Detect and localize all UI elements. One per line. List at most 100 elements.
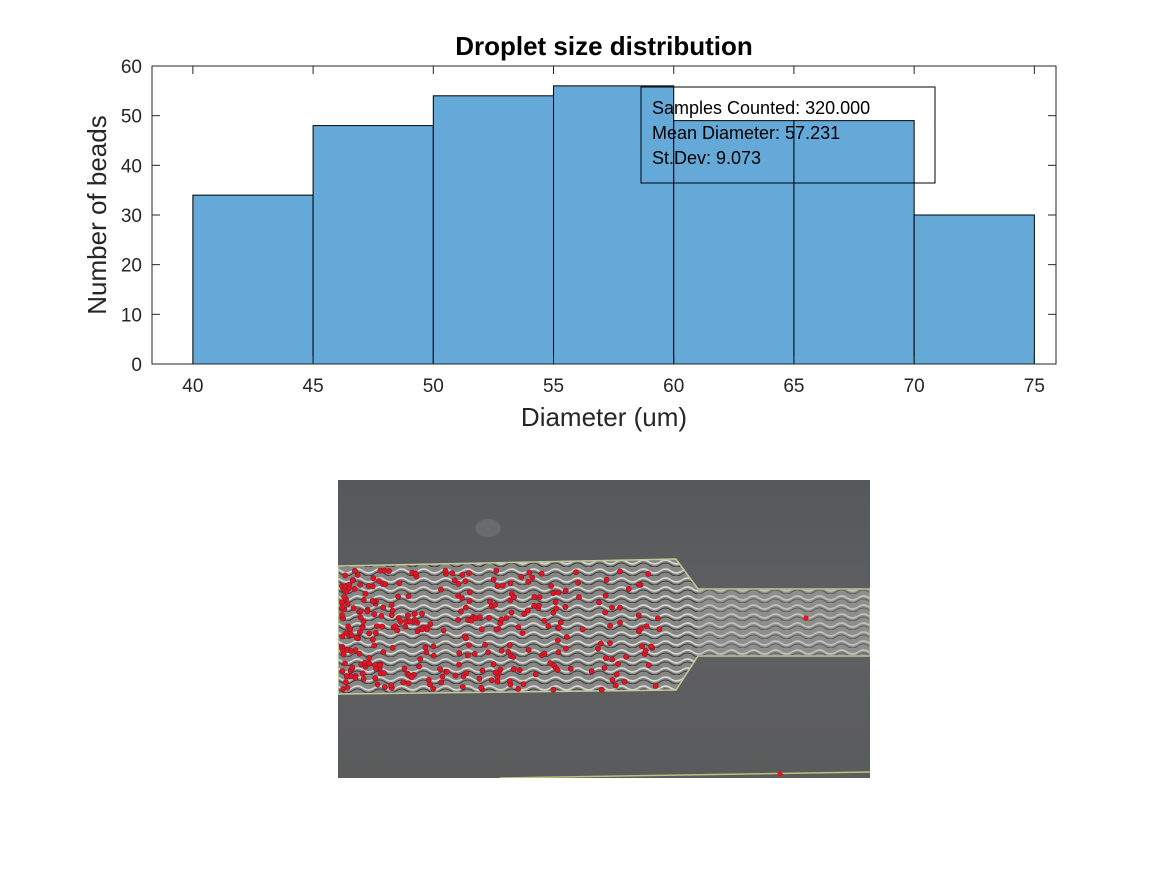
droplet-marker	[460, 673, 467, 680]
droplet-marker	[417, 656, 424, 662]
histogram-bar	[432, 95, 555, 365]
droplet-marker	[612, 682, 619, 689]
droplet-marker	[488, 677, 495, 684]
droplet-marker	[609, 604, 615, 611]
droplet-marker	[405, 593, 412, 600]
droplet-marker	[373, 665, 379, 672]
droplet-marker	[555, 649, 562, 656]
droplet-marker	[492, 602, 498, 608]
droplet-marker	[370, 575, 377, 582]
droplet-marker	[389, 644, 396, 651]
droplet-marker	[621, 678, 628, 685]
droplet-marker	[339, 604, 345, 610]
droplet-marker	[550, 686, 557, 693]
droplet-marker	[576, 594, 582, 601]
droplet-marker	[562, 604, 569, 610]
droplet-marker	[343, 673, 350, 680]
droplet-marker	[423, 649, 430, 656]
droplet-marker	[639, 643, 645, 650]
droplet-marker	[478, 626, 485, 633]
droplet-marker	[516, 667, 523, 673]
droplet-marker	[645, 662, 652, 668]
droplet-marker	[356, 629, 363, 636]
droplet-marker	[401, 665, 408, 672]
histogram-bar	[673, 120, 795, 365]
droplet-marker	[552, 599, 559, 606]
droplet-marker	[777, 771, 783, 777]
droplet-marker	[347, 626, 353, 633]
droplet-marker	[617, 619, 623, 626]
droplet-marker	[357, 608, 364, 615]
droplet-marker	[609, 677, 616, 683]
droplet-marker	[456, 661, 462, 668]
droplet-marker	[617, 604, 623, 611]
droplet-marker	[366, 655, 372, 661]
droplet-marker	[416, 663, 422, 670]
droplet-marker	[529, 574, 536, 581]
droplet-marker	[351, 586, 358, 592]
droplet-marker	[364, 608, 371, 615]
droplet-marker	[356, 650, 363, 657]
droplet-marker	[343, 588, 350, 595]
droplet-marker	[555, 637, 561, 644]
droplet-marker	[438, 586, 444, 593]
droplet-marker	[595, 645, 601, 652]
droplet-marker	[379, 623, 386, 630]
droplet-marker	[471, 651, 478, 657]
droplet-marker	[359, 670, 366, 677]
droplet-marker	[380, 604, 387, 611]
droplet-marker	[636, 628, 642, 635]
droplet-marker	[411, 616, 418, 623]
histogram-chart: Droplet size distribution 40 45 50 55 60 65 70…	[82, 31, 1057, 432]
x-tick-label: 75	[1024, 376, 1045, 397]
droplet-marker	[494, 678, 501, 685]
droplet-marker	[404, 612, 411, 619]
droplet-marker	[598, 686, 605, 693]
droplet-marker	[360, 597, 367, 603]
stats-line-mean: Mean Diameter: 57.231	[652, 123, 840, 143]
droplet-marker	[360, 618, 367, 625]
droplet-marker	[518, 574, 525, 580]
droplet-marker	[342, 572, 349, 579]
droplet-marker	[525, 579, 532, 585]
x-tick-label: 60	[663, 376, 684, 397]
x-axis-label: Diameter (um)	[521, 402, 687, 432]
stats-annotation: Samples Counted: 320.000 Mean Diameter: …	[640, 86, 936, 184]
droplet-marker	[538, 570, 545, 577]
droplet-marker	[603, 576, 610, 583]
droplet-marker	[360, 676, 367, 682]
droplet-marker	[492, 669, 499, 676]
droplet-marker	[652, 683, 659, 689]
droplet-marker	[412, 570, 419, 577]
droplet-marker	[463, 635, 469, 642]
y-tick-label: 40	[121, 156, 142, 177]
droplet-marker	[350, 605, 357, 611]
droplet-marker	[550, 609, 557, 616]
droplet-marker	[615, 661, 621, 667]
droplet-marker	[366, 660, 373, 667]
droplet-marker	[476, 614, 483, 621]
droplet-marker	[642, 648, 649, 654]
droplet-marker	[498, 647, 505, 654]
droplet-marker	[452, 672, 459, 679]
droplet-marker	[479, 667, 486, 674]
droplet-marker	[402, 623, 409, 630]
droplet-marker	[485, 649, 491, 656]
droplet-marker	[567, 665, 574, 672]
droplet-marker	[342, 679, 349, 685]
droplet-marker	[464, 652, 471, 659]
histogram-bar	[312, 125, 434, 365]
droplet-marker	[419, 626, 425, 633]
droplet-marker	[499, 582, 506, 589]
microscope-image	[338, 480, 870, 778]
droplet-marker	[645, 571, 652, 577]
droplet-marker	[430, 652, 437, 659]
droplet-marker	[601, 665, 608, 671]
droplet-marker	[419, 610, 425, 617]
droplet-marker	[550, 590, 557, 596]
droplet-marker	[440, 627, 447, 634]
droplet-marker	[463, 604, 469, 611]
droplet-marker	[515, 624, 522, 630]
droplet-marker	[536, 594, 543, 600]
droplet-marker	[340, 651, 347, 658]
